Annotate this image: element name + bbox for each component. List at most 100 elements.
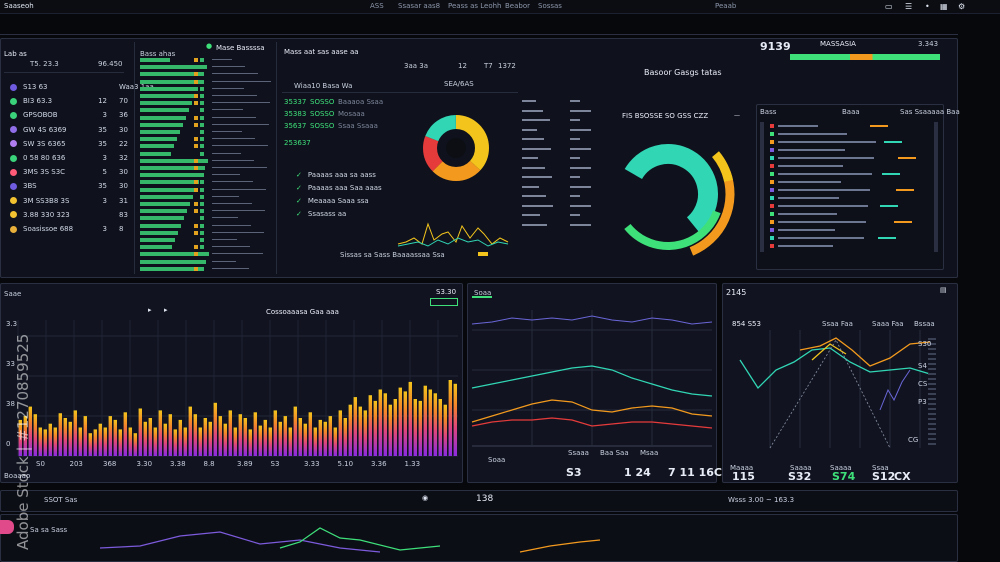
ring-label: SEA/6AS	[444, 80, 474, 88]
list-bar	[194, 137, 198, 142]
circle-icon[interactable]: ◉	[422, 494, 429, 502]
log-entry[interactable]	[778, 221, 866, 223]
log-header: Bass	[760, 108, 777, 116]
y-axis-label: S4	[918, 362, 927, 370]
bar	[273, 410, 277, 456]
task-item[interactable]: ✓ Paaaas aaa Saa aaas	[296, 181, 382, 195]
left-list-row[interactable]: 0 58 80 636 3 32	[10, 151, 128, 165]
left-list-row[interactable]: BI3 63.3 12 70	[10, 94, 128, 108]
row-value: 12	[98, 97, 107, 106]
menu-icon[interactable]: ▤	[940, 286, 947, 294]
log-entry[interactable]	[778, 181, 841, 183]
y-axis-label: 33	[6, 360, 15, 368]
log-header: Baaa	[842, 108, 860, 116]
grid-icon[interactable]: ▦	[940, 2, 948, 11]
status-dot-icon	[10, 168, 17, 176]
list-text	[212, 159, 254, 161]
left-list-row[interactable]: 3M SS3B8 3S 3 31	[10, 194, 128, 208]
chevron-icon[interactable]: —	[734, 112, 740, 119]
log-entry[interactable]	[778, 237, 864, 239]
left-list-row[interactable]: SW 3S 6365 35 22	[10, 137, 128, 151]
menu-item[interactable]: ASS	[370, 2, 384, 10]
task-item[interactable]: ✓ Paaaas aaa sa aass	[296, 168, 376, 182]
mini-bar	[522, 157, 538, 159]
log-entry[interactable]	[778, 149, 845, 151]
log-status-icon	[770, 220, 774, 224]
left-list-row[interactable]: GPSOBOB 3 36	[10, 108, 128, 122]
left-list-row[interactable]: 3MS 3S S3C 5 30	[10, 165, 128, 179]
list-bar	[200, 58, 204, 62]
left-list-row[interactable]: Soasissoe 688 3 8	[10, 222, 123, 236]
menu-icon[interactable]: ☰	[905, 2, 913, 11]
log-entry[interactable]	[778, 245, 833, 247]
mini-bar	[570, 214, 580, 216]
list-bar	[194, 158, 198, 163]
list-bar	[200, 137, 204, 142]
bar	[53, 427, 57, 456]
list-bar	[200, 115, 204, 120]
toggle[interactable]	[430, 298, 458, 306]
log-entry[interactable]	[778, 213, 837, 215]
log-entry[interactable]	[778, 205, 868, 207]
row-value: 70	[119, 97, 128, 106]
scrollbar[interactable]	[760, 122, 764, 252]
footer-value: 138	[476, 494, 494, 504]
bar	[278, 421, 282, 456]
bar	[423, 385, 427, 456]
log-entry[interactable]	[778, 165, 843, 167]
list-text	[212, 195, 239, 197]
left-list-row[interactable]: 3BS 35 30	[10, 179, 128, 193]
list-bar	[200, 122, 204, 127]
log-tag	[894, 221, 912, 223]
settings-icon[interactable]: ⚙	[958, 2, 966, 11]
menu-item[interactable]: Peass as Leohh	[448, 2, 502, 10]
bar	[18, 419, 22, 456]
play-icon[interactable]: ▸	[164, 306, 168, 314]
mini-bar	[570, 119, 580, 121]
bar	[33, 414, 37, 456]
play-icon[interactable]: ▸	[148, 306, 152, 314]
menu-item[interactable]: Ssasar aas8	[398, 2, 441, 10]
divider	[282, 92, 518, 93]
log-entry[interactable]	[778, 197, 839, 199]
chart-caption: Sissas sa Sass Baaaassaa Ssa	[340, 251, 445, 259]
task-item[interactable]: ✓ Ssasass aa	[296, 207, 346, 221]
menu-item[interactable]: Sossas	[538, 2, 562, 10]
log-status-icon	[770, 180, 774, 184]
log-status-icon	[770, 212, 774, 216]
log-entry[interactable]	[778, 141, 876, 143]
log-entry[interactable]	[778, 173, 872, 175]
topbar-right-label: Peaab	[715, 2, 737, 10]
left-list-row[interactable]: S13 63 Waa3 1aa	[10, 80, 154, 94]
bar	[448, 380, 452, 456]
status-dot-icon	[10, 211, 17, 219]
mini-bar	[522, 176, 552, 178]
bar	[258, 425, 262, 456]
task-item[interactable]: ✓ Meaaaa Saaa ssa	[296, 194, 369, 208]
y-axis-label: 3.3	[6, 320, 18, 328]
log-entry[interactable]	[778, 125, 818, 127]
left-list-row[interactable]: 3.88 330 323 83	[10, 208, 128, 222]
row-value: 35	[98, 125, 107, 134]
scrollbar[interactable]	[934, 122, 938, 252]
menu-item[interactable]: Beabor	[505, 2, 531, 10]
row-value: 3	[102, 154, 107, 162]
log-status-icon	[770, 124, 774, 128]
footer-value: CX	[894, 470, 911, 483]
footer-value: S32	[788, 470, 812, 483]
bar	[428, 389, 432, 456]
window-icon[interactable]: ▭	[885, 2, 893, 11]
mini-bar	[522, 195, 546, 197]
log-entry[interactable]	[778, 189, 870, 191]
log-entry[interactable]	[778, 133, 847, 135]
footer-label: Ssaa	[872, 464, 889, 472]
list-text	[212, 239, 237, 240]
list-bar	[140, 122, 183, 127]
left-list-row[interactable]: GW 4S 6369 35 30	[10, 123, 128, 137]
dot-icon[interactable]: •	[925, 2, 930, 11]
log-entry[interactable]	[778, 157, 874, 159]
log-entry[interactable]	[778, 229, 835, 231]
row-label: GW 4S 6369	[23, 125, 67, 134]
stat-code: SOSSO	[310, 110, 335, 118]
list-bar	[200, 144, 204, 149]
